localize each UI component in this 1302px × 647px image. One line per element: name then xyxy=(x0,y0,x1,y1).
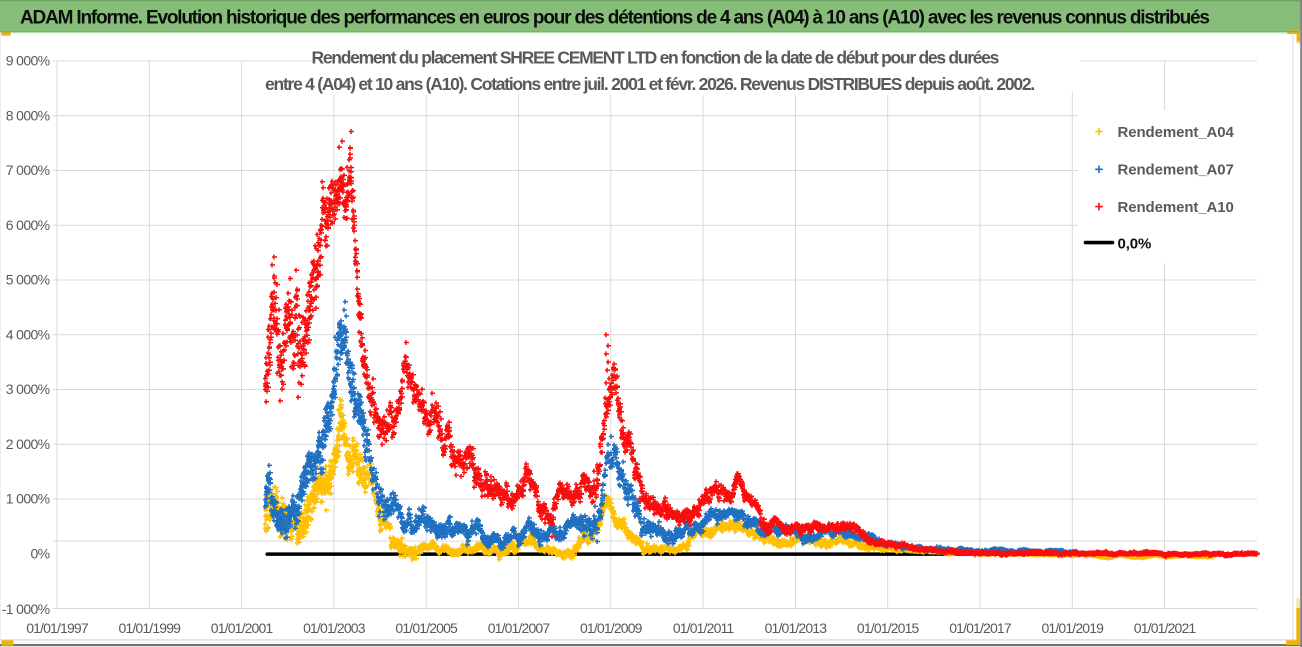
svg-text:entre 4 (A04) et 10 ans (A10).: entre 4 (A04) et 10 ans (A10). Cotations… xyxy=(265,74,1034,94)
svg-text:3 000%: 3 000% xyxy=(6,381,50,397)
svg-text:01/01/2005: 01/01/2005 xyxy=(395,620,458,636)
svg-text:Rendement_A10: Rendement_A10 xyxy=(1118,199,1234,216)
svg-text:Rendement_A07: Rendement_A07 xyxy=(1118,162,1234,179)
svg-text:01/01/2021: 01/01/2021 xyxy=(1134,620,1197,636)
svg-text:01/01/2009: 01/01/2009 xyxy=(580,620,643,636)
svg-text:01/01/2015: 01/01/2015 xyxy=(857,620,920,636)
svg-text:0,0%: 0,0% xyxy=(1118,236,1152,253)
svg-text:01/01/2007: 01/01/2007 xyxy=(488,620,551,636)
svg-text:-1 000%: -1 000% xyxy=(2,601,50,617)
svg-text:01/01/2017: 01/01/2017 xyxy=(949,620,1012,636)
svg-text:01/01/1999: 01/01/1999 xyxy=(119,620,182,636)
svg-text:01/01/2003: 01/01/2003 xyxy=(303,620,366,636)
svg-text:ADAM Informe. Evolution histor: ADAM Informe. Evolution historique des p… xyxy=(20,7,1209,28)
svg-text:4 000%: 4 000% xyxy=(6,326,50,342)
svg-text:01/01/2013: 01/01/2013 xyxy=(765,620,828,636)
svg-text:6 000%: 6 000% xyxy=(6,217,50,233)
svg-text:01/01/2019: 01/01/2019 xyxy=(1042,620,1105,636)
svg-text:5 000%: 5 000% xyxy=(6,272,50,288)
svg-text:Rendement_A04: Rendement_A04 xyxy=(1118,124,1235,141)
svg-text:8 000%: 8 000% xyxy=(6,107,50,123)
svg-text:2 000%: 2 000% xyxy=(6,436,50,452)
svg-text:1 000%: 1 000% xyxy=(6,491,50,507)
svg-text:01/01/1997: 01/01/1997 xyxy=(26,620,89,636)
svg-text:0%: 0% xyxy=(31,546,50,562)
svg-text:01/01/2001: 01/01/2001 xyxy=(211,620,274,636)
svg-text:7 000%: 7 000% xyxy=(6,162,50,178)
svg-text:Rendement du placement SHREE C: Rendement du placement SHREE CEMENT LTD … xyxy=(311,48,999,68)
svg-text:01/01/2011: 01/01/2011 xyxy=(673,620,735,636)
svg-text:9 000%: 9 000% xyxy=(6,53,50,69)
